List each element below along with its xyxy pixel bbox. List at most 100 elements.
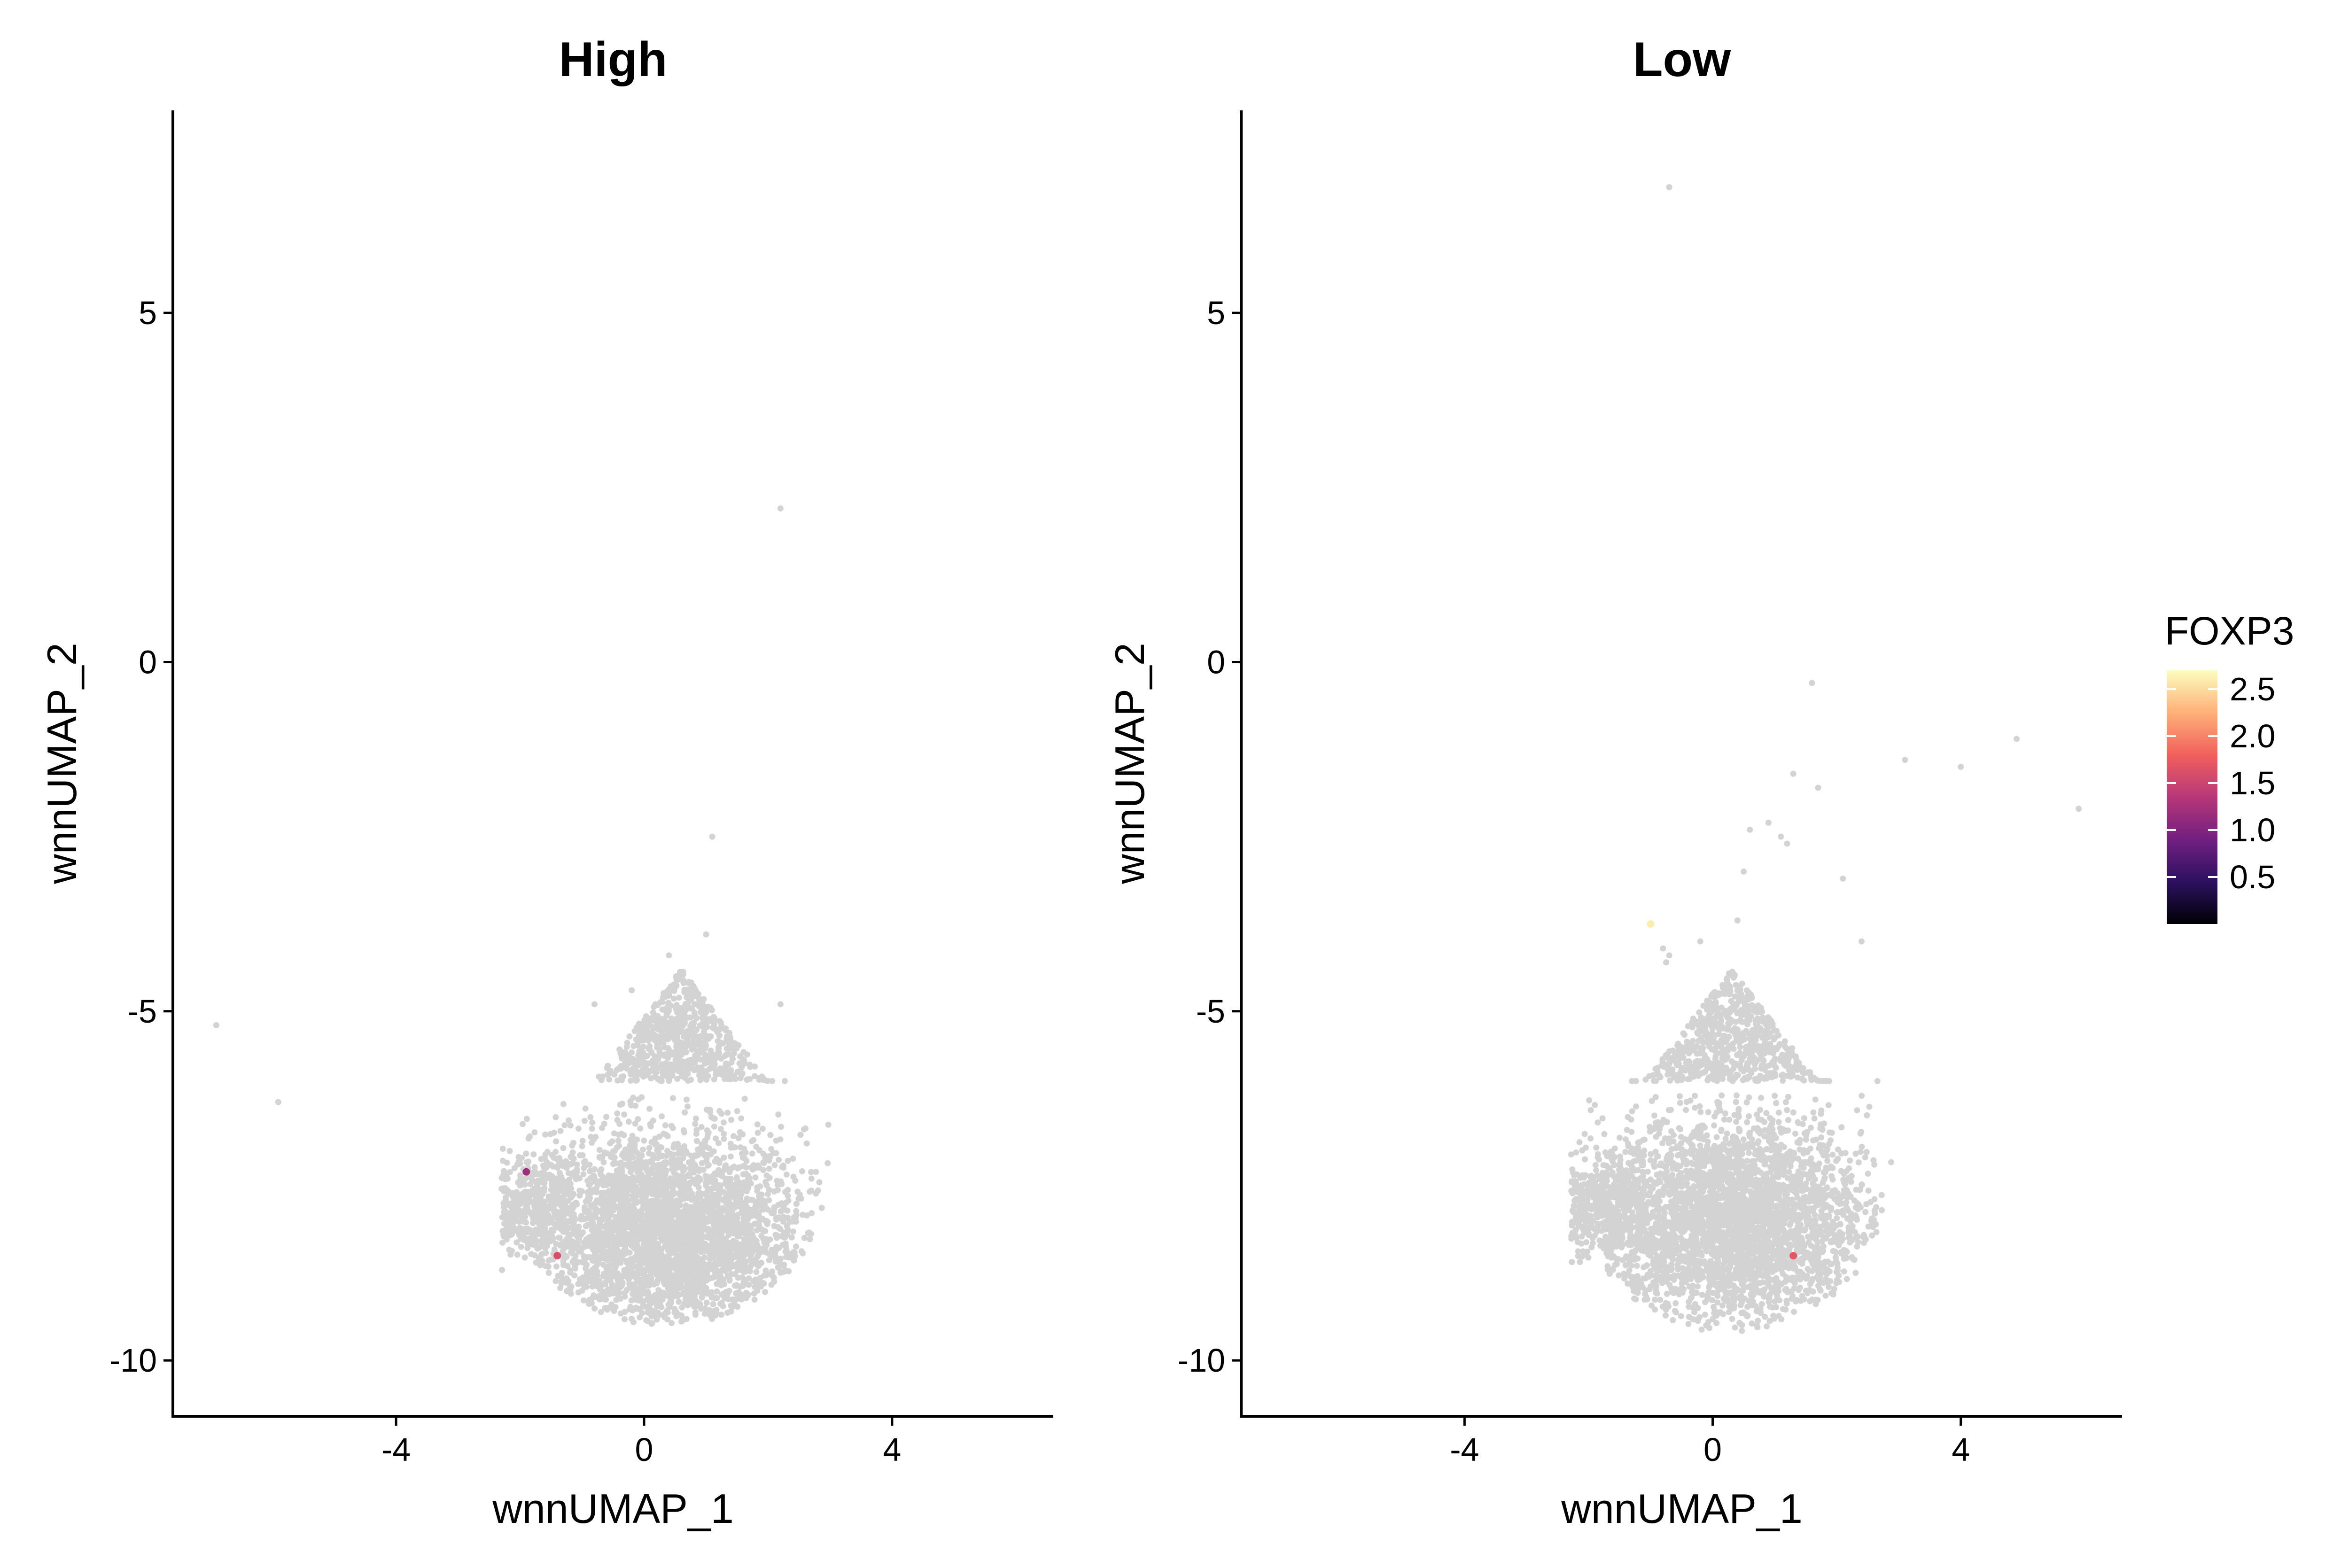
cell-point bbox=[689, 1047, 695, 1053]
cell-point bbox=[608, 1173, 614, 1179]
cell-point bbox=[722, 1167, 728, 1173]
cell-point bbox=[757, 1275, 763, 1281]
cell-point bbox=[652, 1135, 658, 1141]
cell-point bbox=[598, 1229, 604, 1235]
cell-point bbox=[627, 1179, 633, 1185]
cell-point bbox=[531, 1129, 537, 1135]
cell-point bbox=[693, 1300, 700, 1306]
cell-point bbox=[692, 1312, 699, 1318]
cell-point bbox=[546, 1213, 552, 1219]
cell-point bbox=[1697, 1109, 1703, 1115]
cell-point bbox=[756, 1193, 762, 1199]
cell-point bbox=[566, 1177, 572, 1183]
cell-point bbox=[637, 1214, 643, 1220]
cell-point bbox=[662, 1122, 669, 1128]
cell-point bbox=[614, 1078, 621, 1084]
cell-point bbox=[689, 1271, 695, 1277]
cell-point bbox=[1705, 1109, 1711, 1115]
cell-point bbox=[797, 1132, 803, 1138]
cell-point bbox=[583, 1216, 590, 1222]
cell-point bbox=[666, 992, 672, 998]
cell-point bbox=[520, 1121, 526, 1127]
cell-point bbox=[632, 1071, 638, 1077]
cell-point bbox=[740, 1171, 747, 1177]
cell-point bbox=[772, 1232, 778, 1238]
cell-point bbox=[500, 1146, 506, 1152]
cell-point bbox=[620, 1221, 626, 1227]
cell-point bbox=[671, 1226, 677, 1232]
cell-point bbox=[628, 1187, 634, 1193]
cell-point bbox=[589, 1126, 595, 1132]
cell-point bbox=[800, 1212, 806, 1218]
cell-point bbox=[548, 1200, 554, 1206]
cell-point bbox=[790, 1219, 796, 1225]
cell-point bbox=[748, 1258, 754, 1264]
cell-point bbox=[510, 1223, 516, 1229]
cell-point bbox=[716, 1108, 723, 1114]
cell-point bbox=[786, 1268, 792, 1274]
cell-point bbox=[778, 1124, 784, 1130]
cell-point bbox=[762, 1179, 769, 1185]
cell-point bbox=[680, 1155, 686, 1161]
cell-point bbox=[697, 1195, 703, 1201]
cell-point bbox=[662, 1292, 669, 1298]
cell-point bbox=[658, 1224, 664, 1230]
cell-point bbox=[717, 1301, 723, 1307]
cell-point bbox=[1841, 1268, 1847, 1274]
cell-point bbox=[696, 1003, 702, 1009]
cell-point bbox=[682, 1110, 688, 1116]
cell-point bbox=[564, 1288, 570, 1294]
cell-point bbox=[684, 1071, 691, 1077]
cell-point bbox=[707, 1107, 713, 1113]
cell-point bbox=[711, 1057, 717, 1063]
cell-point bbox=[1668, 1128, 1674, 1134]
cell-point bbox=[789, 1234, 795, 1241]
cell-point bbox=[689, 1219, 695, 1225]
cell-point bbox=[647, 1260, 653, 1266]
cell-point bbox=[680, 1225, 686, 1231]
cell-point bbox=[558, 1281, 564, 1287]
outlier-point bbox=[778, 1001, 784, 1007]
cell-point bbox=[616, 1143, 622, 1149]
cell-point bbox=[547, 1257, 553, 1263]
cell-point bbox=[557, 1170, 563, 1176]
cell-point bbox=[680, 971, 686, 978]
cell-point bbox=[632, 1241, 638, 1247]
cell-point bbox=[721, 1119, 727, 1126]
cell-point bbox=[782, 1078, 788, 1084]
x-tick-label: -4 bbox=[381, 1431, 411, 1468]
cell-point bbox=[660, 1213, 666, 1219]
cell-point bbox=[793, 1201, 800, 1207]
cell-point bbox=[597, 1285, 603, 1291]
cell-point bbox=[712, 1017, 718, 1023]
cell-point bbox=[532, 1242, 538, 1249]
cell-point bbox=[739, 1252, 745, 1258]
cell-point bbox=[718, 1126, 724, 1132]
cell-point bbox=[526, 1135, 532, 1141]
cell-point bbox=[800, 1250, 806, 1257]
cell-point bbox=[522, 1254, 528, 1260]
cell-point bbox=[522, 1207, 528, 1213]
cell-point bbox=[642, 1035, 648, 1041]
cell-point bbox=[683, 1049, 689, 1056]
cell-point bbox=[607, 1141, 613, 1147]
cell-point bbox=[518, 1244, 524, 1250]
cell-point bbox=[714, 1289, 720, 1295]
cell-point bbox=[531, 1209, 537, 1215]
cell-point bbox=[655, 1144, 661, 1150]
cell-point bbox=[772, 1249, 778, 1255]
cell-point bbox=[723, 1027, 729, 1033]
cell-point bbox=[519, 1213, 525, 1219]
cell-point bbox=[704, 1201, 710, 1207]
cell-point bbox=[692, 1286, 698, 1292]
cell-point bbox=[730, 1056, 736, 1062]
cell-point bbox=[693, 1127, 700, 1133]
cell-point bbox=[748, 1253, 754, 1259]
cell-point bbox=[674, 1076, 680, 1082]
cell-point bbox=[524, 1116, 530, 1122]
cell-point bbox=[650, 1203, 656, 1210]
cell-point bbox=[592, 1134, 599, 1140]
cell-point bbox=[532, 1164, 538, 1170]
cell-point bbox=[793, 1243, 799, 1250]
cell-point bbox=[704, 1127, 710, 1133]
